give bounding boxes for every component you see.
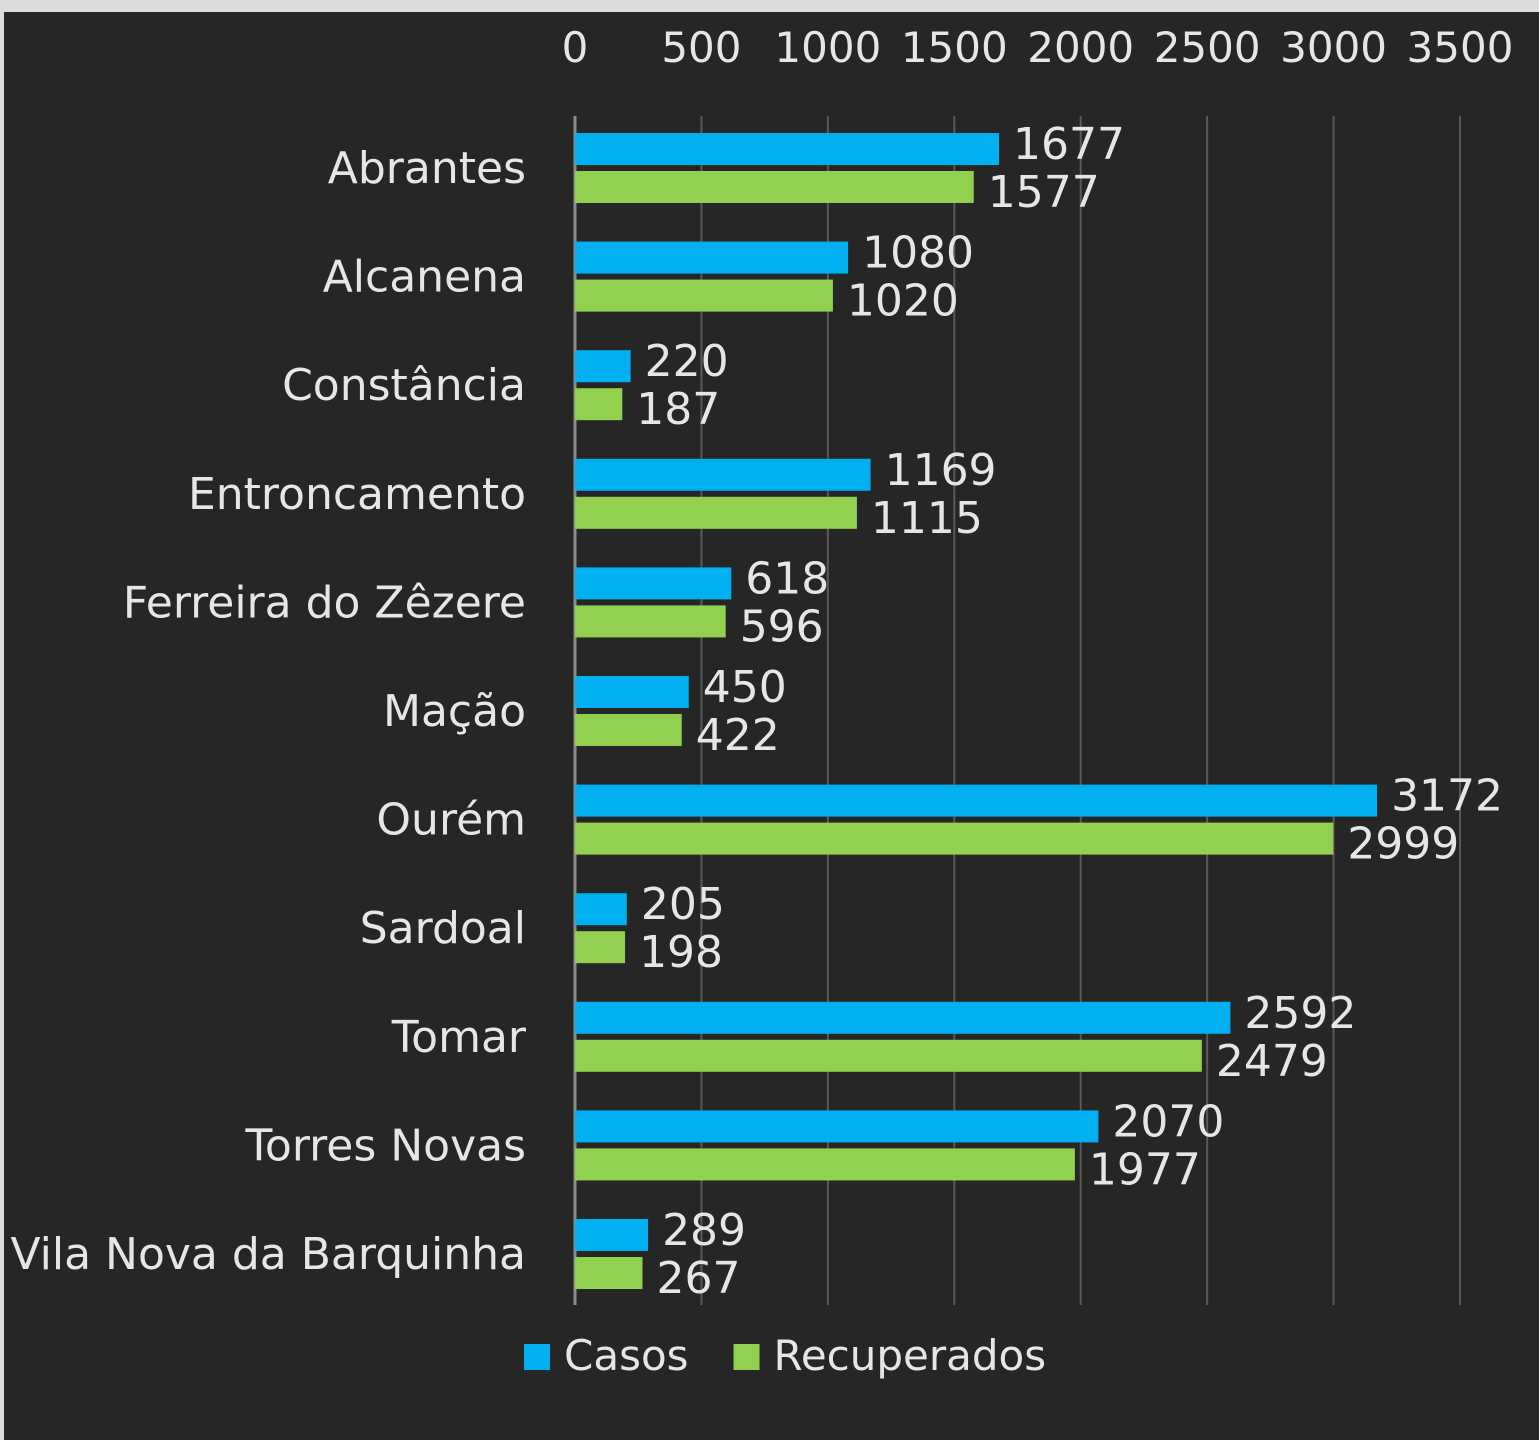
- data-label-recuperados: 2479: [1216, 1036, 1328, 1087]
- x-tick-label: 500: [661, 23, 741, 72]
- bar-casos: [575, 133, 1000, 165]
- x-tick-label: 3000: [1280, 23, 1387, 72]
- data-label-casos: 289: [662, 1205, 746, 1256]
- x-tick-label: 0: [562, 23, 589, 72]
- bar-recuperados: [575, 714, 682, 746]
- category-labels: Abrantes Alcanena Constância Entroncamento F…: [11, 143, 527, 1280]
- gridlines: [573, 116, 1461, 1305]
- data-label-recuperados: 198: [639, 927, 723, 978]
- bar-casos: [575, 458, 871, 491]
- data-label-recuperados: 422: [696, 710, 780, 761]
- bar-recuperados: [575, 605, 726, 638]
- bar-recuperados: [575, 931, 626, 964]
- data-label-casos: 2070: [1112, 1096, 1224, 1147]
- category-label: Alcanena: [323, 252, 526, 303]
- legend-label-recuperados: Recuperados: [774, 1331, 1047, 1380]
- data-label-casos: 1677: [1013, 119, 1125, 170]
- category-label: Ferreira do Zêzere: [123, 577, 526, 628]
- data-label-recuperados: 1577: [988, 167, 1100, 218]
- data-label-casos: 1080: [862, 228, 974, 279]
- legend-label-casos: Casos: [564, 1331, 689, 1380]
- category-label: Tomar: [391, 1012, 527, 1063]
- category-label: Ourém: [376, 795, 526, 846]
- data-label-recuperados: 187: [636, 384, 720, 435]
- category-label: Torres Novas: [245, 1120, 527, 1171]
- bar-recuperados: [575, 279, 833, 312]
- data-label-casos: 1169: [885, 445, 997, 496]
- legend-swatch-recuperados: [733, 1344, 760, 1370]
- data-label-casos: 2592: [1244, 988, 1356, 1039]
- bar-casos: [575, 1219, 649, 1251]
- bar-casos: [575, 350, 631, 383]
- data-label-recuperados: 1115: [871, 493, 983, 544]
- bar-casos: [575, 676, 689, 708]
- bar-recuperados: [575, 496, 857, 529]
- data-label-casos: 450: [703, 662, 787, 713]
- bar-casos: [575, 1110, 1099, 1143]
- data-label-recuperados: 2999: [1347, 819, 1459, 870]
- data-label-recuperados: 1020: [847, 276, 959, 327]
- bar-casos: [575, 893, 627, 926]
- category-label: Abrantes: [328, 143, 526, 194]
- data-label-casos: 205: [641, 879, 725, 930]
- bar-chart: 0 500 1000 1500 2000 2500 3000 3500 Abrantes Alc…: [11, 23, 1514, 1380]
- x-tick-label: 2000: [1027, 23, 1134, 72]
- x-axis-ticks: 0 500 1000 1500 2000 2500 3000 3500: [562, 23, 1514, 72]
- bar-casos: [575, 241, 849, 274]
- category-label: Mação: [383, 686, 526, 737]
- bar-recuperados: [575, 1148, 1075, 1181]
- data-label-recuperados: 267: [657, 1253, 741, 1304]
- bar-recuperados: [575, 1257, 643, 1289]
- category-label: Entroncamento: [188, 469, 526, 520]
- category-label: Sardoal: [360, 903, 526, 954]
- category-label: Constância: [282, 360, 526, 411]
- bar-recuperados: [575, 388, 623, 421]
- data-label-recuperados: 1977: [1089, 1144, 1201, 1195]
- x-tick-label: 2500: [1154, 23, 1261, 72]
- x-tick-label: 1000: [774, 23, 881, 72]
- chart-area: 0 500 1000 1500 2000 2500 3000 3500 Abrantes Alc…: [4, 12, 1539, 1440]
- data-label-recuperados: 596: [740, 601, 824, 652]
- legend: Casos Recuperados: [524, 1331, 1046, 1380]
- bar-recuperados: [575, 171, 974, 203]
- bar-casos: [575, 784, 1378, 817]
- data-label-casos: 220: [645, 336, 729, 387]
- category-label: Vila Nova da Barquinha: [11, 1229, 526, 1280]
- data-label-casos: 618: [745, 553, 829, 604]
- bar-recuperados: [575, 1039, 1202, 1072]
- x-tick-label: 1500: [901, 23, 1008, 72]
- bars: [575, 133, 1378, 1289]
- legend-swatch-casos: [524, 1344, 550, 1370]
- x-tick-label: 3500: [1407, 23, 1514, 72]
- bar-casos: [575, 567, 732, 600]
- data-label-casos: 3172: [1391, 771, 1503, 822]
- bar-recuperados: [575, 822, 1334, 855]
- bar-casos: [575, 1001, 1231, 1034]
